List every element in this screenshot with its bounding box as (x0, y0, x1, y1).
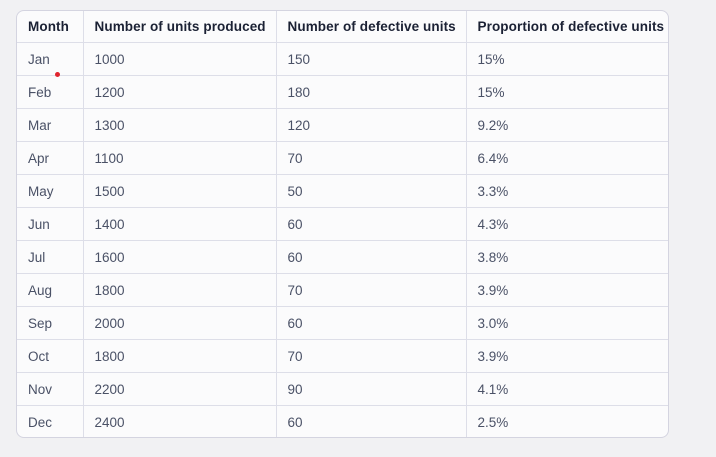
table-header-row: Month Number of units produced Number of… (17, 11, 668, 43)
cell-defect-proportion: 3.0% (466, 306, 668, 340)
cell-month: Sep (17, 306, 84, 340)
cell-month: Jun (17, 207, 84, 241)
cell-month: May (17, 174, 84, 208)
cell-defective-units: 70 (276, 273, 467, 307)
cell-units-produced: 1500 (83, 174, 277, 208)
cell-defective-units: 70 (276, 141, 467, 175)
cell-units-produced: 1200 (83, 75, 277, 109)
cell-month: Mar (17, 108, 84, 142)
cell-units-produced: 1800 (83, 339, 277, 373)
table-row: Nov 2200 90 4.1% (17, 372, 668, 406)
table-row: Jan 1000 150 15% (17, 42, 668, 76)
production-data-table: Month Number of units produced Number of… (17, 11, 668, 437)
cell-defect-proportion: 2.5% (466, 405, 668, 437)
cell-defect-proportion: 3.3% (466, 174, 668, 208)
column-header-month: Month (17, 11, 84, 43)
column-header-defect-proportion: Proportion of defective units (477, 19, 665, 34)
table-row: May 1500 50 3.3% (17, 174, 668, 208)
cell-units-produced: 2400 (83, 405, 277, 437)
column-header-units-produced: Number of units produced (83, 11, 277, 43)
cell-defective-units: 60 (276, 306, 467, 340)
column-header-defective-units: Number of defective units (276, 11, 467, 43)
cell-defect-proportion: 3.9% (466, 273, 668, 307)
cell-defect-proportion: 3.9% (466, 339, 668, 373)
cell-defective-units: 60 (276, 240, 467, 274)
table-row: Sep 2000 60 3.0% (17, 306, 668, 340)
cell-units-produced: 1800 (83, 273, 277, 307)
cell-month: Jan (17, 42, 84, 76)
cell-units-produced: 2200 (83, 372, 277, 406)
cell-units-produced: 1000 (83, 42, 277, 76)
cell-defective-units: 60 (276, 405, 467, 437)
cell-defect-proportion: 15% (466, 75, 668, 109)
cell-month: Apr (17, 141, 84, 175)
cell-defective-units: 70 (276, 339, 467, 373)
cell-month: Dec (17, 405, 84, 437)
cell-defect-proportion: 6.4% (466, 141, 668, 175)
cell-units-produced: 2000 (83, 306, 277, 340)
cell-month: Jul (17, 240, 84, 274)
cell-month: Nov (17, 372, 84, 406)
cell-defect-proportion: 15% (466, 42, 668, 76)
table-row: Feb 1200 180 15% (17, 75, 668, 109)
cell-month: Feb (17, 75, 84, 109)
cell-defect-proportion: 3.8% (466, 240, 668, 274)
table-row: Dec 2400 60 2.5% (17, 405, 668, 437)
cell-defective-units: 120 (276, 108, 467, 142)
cell-defective-units: 60 (276, 207, 467, 241)
table-row: Jul 1600 60 3.8% (17, 240, 668, 274)
table-row: Jun 1400 60 4.3% (17, 207, 668, 241)
table-row: Oct 1800 70 3.9% (17, 339, 668, 373)
cell-defective-units: 150 (276, 42, 467, 76)
cell-defect-proportion: 4.3% (466, 207, 668, 241)
table-row: Aug 1800 70 3.9% (17, 273, 668, 307)
cell-units-produced: 1100 (83, 141, 277, 175)
cell-defective-units: 90 (276, 372, 467, 406)
production-data-table-card: Month Number of units produced Number of… (16, 10, 669, 438)
cell-defect-proportion: 4.1% (466, 372, 668, 406)
cell-defect-proportion: 9.2% (466, 108, 668, 142)
cell-units-produced: 1400 (83, 207, 277, 241)
cell-defective-units: 50 (276, 174, 467, 208)
table-row: Mar 1300 120 9.2% (17, 108, 668, 142)
cell-units-produced: 1300 (83, 108, 277, 142)
cell-month: Oct (17, 339, 84, 373)
cell-defective-units: 180 (276, 75, 467, 109)
cell-units-produced: 1600 (83, 240, 277, 274)
cell-month: Aug (17, 273, 84, 307)
click-marker-dot (55, 72, 60, 77)
table-row: Apr 1100 70 6.4% (17, 141, 668, 175)
